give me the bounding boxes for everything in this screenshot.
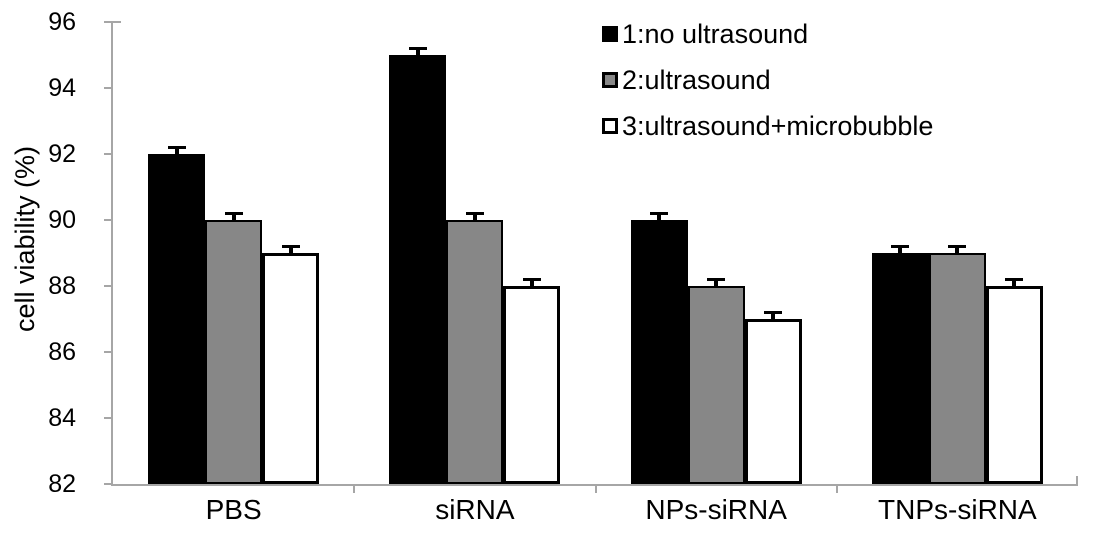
x-category-label-pbs: PBS <box>205 494 262 525</box>
error-bar-stem <box>415 49 420 55</box>
error-bar-cap <box>408 47 427 50</box>
y-tick-mark <box>104 21 113 23</box>
bar-sirna-series3 <box>503 286 561 484</box>
error-bar-stem <box>898 247 903 253</box>
y-tick-mark <box>104 483 113 485</box>
y-tick-label: 86 <box>48 338 76 366</box>
error-bar-cap <box>281 245 300 248</box>
x-tick-mark <box>594 484 597 493</box>
error-bar-cap <box>167 146 186 149</box>
legend-label-no-ultrasound: 1:no ultrasound <box>622 19 809 49</box>
error-bar-stem <box>657 214 662 220</box>
y-tick-mark <box>104 87 113 89</box>
error-bar-cap <box>764 311 783 314</box>
error-bar-stem <box>472 214 477 220</box>
bar-pbs-series3 <box>262 253 320 484</box>
bar-nps-sirna-series1 <box>630 220 688 484</box>
error-bar-cap <box>948 245 967 248</box>
legend-item-no-ultrasound: 1:no ultrasound <box>602 11 933 57</box>
y-tick-label: 96 <box>48 8 76 36</box>
bar-tnps-sirna-series2 <box>928 253 986 484</box>
bar-sirna-series2 <box>446 220 504 484</box>
error-bar-stem <box>288 247 293 253</box>
bar-pbs-series2 <box>205 220 263 484</box>
y-axis-line <box>111 22 113 486</box>
bar-sirna-series1 <box>389 55 447 484</box>
error-bar-cap <box>522 278 541 281</box>
legend-item-ultrasound-microbubble: 3:ultrasound+microbubble <box>602 103 933 149</box>
x-tick-mark <box>835 484 838 493</box>
x-category-label-sirna: siRNA <box>435 494 515 525</box>
y-tick-mark <box>104 219 113 221</box>
y-tick-label: 94 <box>48 74 76 102</box>
error-bar-cap <box>1005 278 1024 281</box>
bar-pbs-series1 <box>148 154 206 484</box>
y-tick-label: 84 <box>48 404 76 432</box>
y-tick-label: 88 <box>48 272 76 300</box>
y-tick-label: 90 <box>48 206 76 234</box>
bar-tnps-sirna-series1 <box>871 253 929 484</box>
legend-label-ultrasound: 2:ultrasound <box>622 65 771 95</box>
error-bar-stem <box>955 247 960 253</box>
y-tick-label: 92 <box>48 140 76 168</box>
y-tick-mark <box>104 417 113 419</box>
legend: 1:no ultrasound 2:ultrasound 3:ultrasoun… <box>602 11 933 149</box>
error-bar-cap <box>891 245 910 248</box>
error-bar-stem <box>231 214 236 220</box>
bar-tnps-sirna-series3 <box>985 286 1043 484</box>
legend-label-ultrasound-microbubble: 3:ultrasound+microbubble <box>622 111 934 141</box>
error-bar-stem <box>529 280 534 286</box>
y-tick-mark <box>104 153 113 155</box>
legend-white-square-icon <box>602 118 618 134</box>
x-axis-end-tick <box>1076 476 1078 484</box>
y-tick-mark <box>104 285 113 287</box>
x-category-label-nps-sirna: NPs-siRNA <box>645 494 787 525</box>
x-category-label-tnps-sirna: TNPs-siRNA <box>878 494 1037 525</box>
y-tick-mark <box>104 351 113 353</box>
error-bar-cap <box>650 212 669 215</box>
error-bar-stem <box>1012 280 1017 286</box>
error-bar-cap <box>224 212 243 215</box>
bar-nps-sirna-series2 <box>687 286 745 484</box>
error-bar-cap <box>707 278 726 281</box>
legend-black-square-icon <box>602 26 618 42</box>
legend-item-ultrasound: 2:ultrasound <box>602 57 933 103</box>
x-tick-mark <box>353 484 356 493</box>
y-tick-label: 82 <box>48 470 76 498</box>
error-bar-stem <box>771 313 776 319</box>
legend-gray-square-icon <box>602 72 618 88</box>
y-axis-end-tick <box>113 21 121 23</box>
error-bar-stem <box>174 148 179 154</box>
error-bar-stem <box>714 280 719 286</box>
bar-nps-sirna-series3 <box>744 319 802 484</box>
error-bar-cap <box>465 212 484 215</box>
